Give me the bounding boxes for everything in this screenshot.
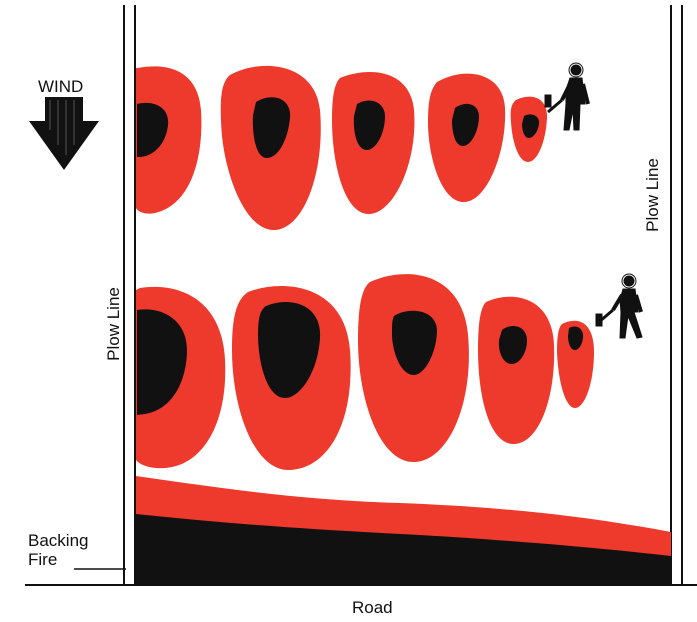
plow-line-left-label: Plow Line xyxy=(104,287,123,361)
burned-spot xyxy=(498,326,528,364)
fire-spot xyxy=(557,320,594,408)
down-arrow-icon xyxy=(29,97,99,170)
burned-spot xyxy=(392,310,438,375)
burned-spot xyxy=(258,301,321,398)
right-plow-line xyxy=(670,5,683,585)
burned-spot xyxy=(137,309,188,415)
backing-fire-burned xyxy=(136,514,671,584)
fire-spot xyxy=(478,296,555,445)
fire-spot xyxy=(136,66,202,214)
firefighter-icon xyxy=(595,273,643,339)
wind-label: WIND xyxy=(38,77,84,96)
lower-fire-row xyxy=(136,274,594,471)
burned-spot xyxy=(353,100,386,150)
burned-spot xyxy=(137,102,169,158)
burned-spot xyxy=(252,97,291,158)
road-label: Road xyxy=(352,598,393,617)
burned-spot xyxy=(452,103,480,146)
burned-spot xyxy=(568,326,584,350)
backing-fire-label: Backing Fire xyxy=(28,531,89,569)
wind-arrow-hatching xyxy=(49,100,75,155)
firefighter-icon xyxy=(544,62,590,131)
burned-spot xyxy=(522,114,540,138)
left-plow-line xyxy=(123,5,136,585)
plow-line-right-label: Plow Line xyxy=(643,158,662,232)
upper-fire-row xyxy=(136,65,548,231)
